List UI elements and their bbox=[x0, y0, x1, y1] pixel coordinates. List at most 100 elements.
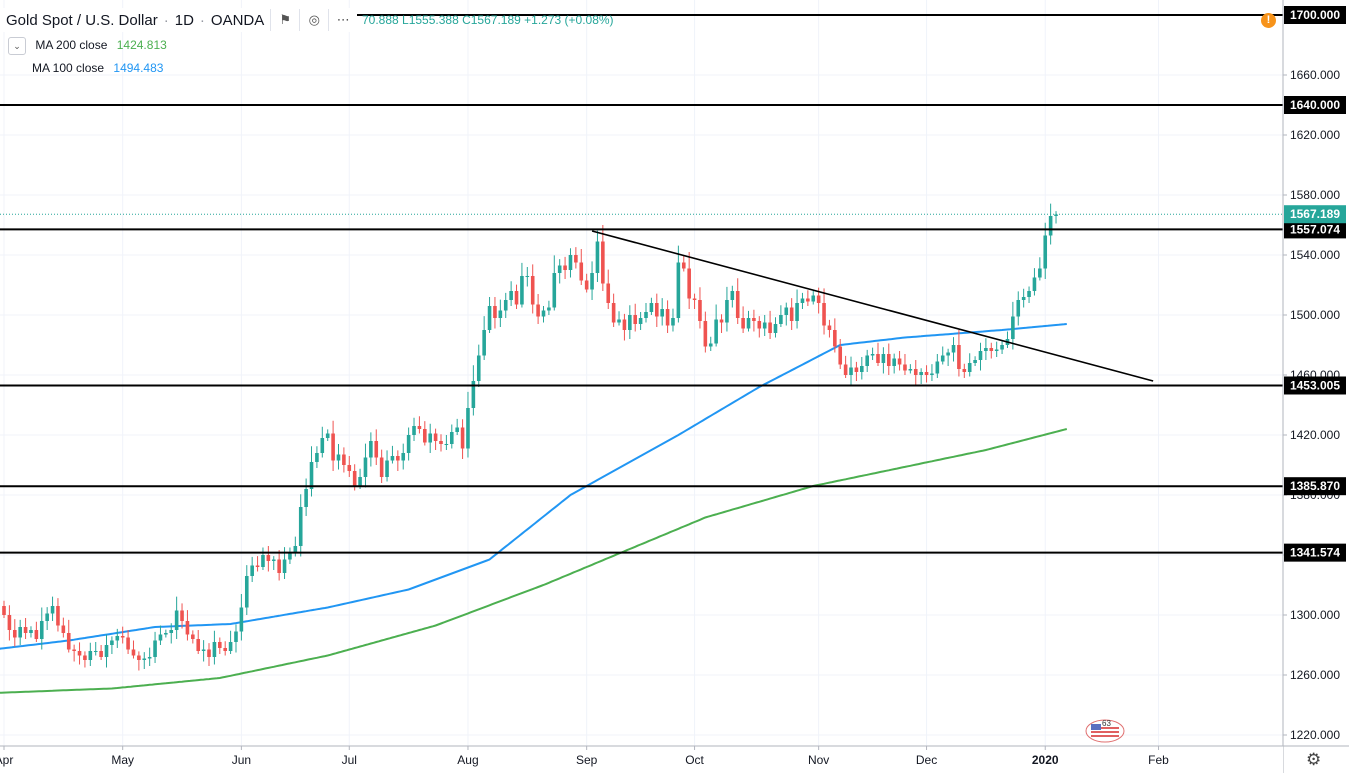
candle-body bbox=[255, 565, 260, 567]
flag-icon[interactable]: ⚑ bbox=[270, 9, 299, 31]
candle-body bbox=[1027, 291, 1031, 297]
last-price-tag-bg bbox=[1284, 205, 1346, 224]
candle-body bbox=[266, 555, 271, 561]
candle-body bbox=[681, 262, 686, 269]
candle bbox=[201, 640, 206, 662]
time-tick-label: Nov bbox=[808, 753, 829, 767]
symbol-header[interactable]: Gold Spot / U.S. Dollar · 1D · OANDA ⚑ ◎… bbox=[0, 8, 358, 32]
candle-body bbox=[989, 348, 994, 351]
candle bbox=[913, 360, 918, 386]
time-tick-label: May bbox=[111, 753, 134, 767]
candle bbox=[654, 293, 659, 327]
more-icon[interactable]: ⋯ bbox=[328, 9, 357, 31]
price-axis[interactable]: 1220.0001260.0001300.0001340.0001380.000… bbox=[1282, 0, 1349, 773]
candle-body bbox=[83, 655, 87, 660]
candle bbox=[725, 286, 729, 332]
candle-body bbox=[876, 354, 880, 363]
interval-label[interactable]: 1D bbox=[174, 11, 194, 29]
candle bbox=[471, 365, 476, 416]
time-tick-label: Jul bbox=[342, 753, 357, 767]
eye-icon[interactable]: ◎ bbox=[299, 9, 328, 31]
candle bbox=[919, 368, 923, 384]
candle bbox=[1021, 288, 1026, 308]
candle bbox=[325, 429, 330, 441]
time-tick-label: Aug bbox=[457, 753, 478, 767]
candle-body bbox=[110, 640, 114, 645]
candle bbox=[714, 304, 718, 347]
candle bbox=[595, 230, 600, 282]
candle-body bbox=[385, 460, 389, 477]
collapse-chevron-icon[interactable]: ⌄ bbox=[8, 37, 26, 55]
exchange-label: OANDA bbox=[210, 11, 265, 29]
candle bbox=[590, 261, 594, 300]
candle bbox=[379, 449, 384, 483]
ma100-legend[interactable]: MA 100 close 1494.483 bbox=[32, 61, 163, 75]
candle-body bbox=[762, 322, 767, 329]
candle bbox=[849, 356, 853, 386]
candle-body bbox=[50, 606, 55, 614]
candle bbox=[423, 421, 427, 446]
candle bbox=[860, 357, 864, 380]
candle-body bbox=[66, 633, 71, 650]
watermark-text: 63 bbox=[1102, 719, 1111, 728]
gear-icon[interactable]: ⚙ bbox=[1306, 750, 1322, 769]
candle bbox=[126, 630, 130, 654]
candle bbox=[498, 299, 503, 327]
candle bbox=[541, 306, 546, 323]
candle-body bbox=[886, 354, 891, 366]
candle-body bbox=[827, 325, 832, 330]
candle-body bbox=[860, 366, 864, 372]
time-tick-label: 2020 bbox=[1032, 753, 1059, 767]
candle bbox=[622, 313, 627, 341]
candle-body bbox=[1038, 268, 1042, 278]
candle-body bbox=[460, 427, 465, 449]
candle-body bbox=[153, 640, 157, 657]
candle bbox=[962, 363, 967, 378]
candle-body bbox=[984, 348, 988, 351]
candle-body bbox=[606, 283, 611, 303]
candle bbox=[12, 619, 17, 647]
candle bbox=[908, 364, 913, 374]
level-price-tag-label: 1557.074 bbox=[1290, 222, 1340, 236]
candle-body bbox=[692, 298, 697, 300]
candle bbox=[935, 354, 940, 378]
candle bbox=[838, 339, 843, 369]
level-price-tag-bg bbox=[1284, 477, 1346, 496]
candle bbox=[557, 259, 562, 284]
candle-body bbox=[520, 276, 524, 305]
candle-body bbox=[126, 637, 130, 650]
candle-body bbox=[574, 255, 578, 263]
candle bbox=[795, 289, 799, 329]
candle-body bbox=[768, 322, 772, 333]
candle-body bbox=[23, 627, 28, 633]
candle bbox=[692, 293, 697, 309]
candle-body bbox=[223, 648, 227, 651]
candle-body bbox=[487, 306, 492, 330]
candle-body bbox=[455, 427, 459, 432]
ma200-legend[interactable]: ⌄ MA 200 close 1424.813 bbox=[8, 37, 167, 55]
candle bbox=[676, 245, 681, 323]
candle bbox=[779, 305, 783, 327]
candle bbox=[601, 225, 605, 291]
symbol-name[interactable]: Gold Spot / U.S. Dollar bbox=[6, 11, 158, 29]
alert-icon[interactable]: ! bbox=[1261, 13, 1276, 28]
time-tick-label: Dec bbox=[916, 753, 937, 767]
candle-body bbox=[590, 273, 594, 290]
candle bbox=[881, 347, 886, 374]
candle bbox=[870, 347, 875, 360]
candle-body bbox=[903, 364, 907, 371]
candle bbox=[401, 443, 406, 470]
candle-body bbox=[967, 363, 972, 372]
time-axis[interactable]: Apr May Jun Jul Aug Sep Oct Nov Dec 2020 Feb bbox=[0, 745, 1349, 773]
time-tick-label: Sep bbox=[576, 753, 598, 767]
ma200-label: MA 200 close bbox=[35, 38, 108, 53]
candle-body bbox=[164, 633, 168, 635]
candle bbox=[606, 269, 611, 309]
candle bbox=[854, 361, 859, 381]
candle bbox=[309, 446, 314, 497]
price-tick-label: 1540.000 bbox=[1290, 248, 1340, 262]
candle bbox=[34, 621, 39, 642]
level-price-tag-bg bbox=[1284, 96, 1346, 114]
ma100-value: 1494.483 bbox=[113, 61, 164, 75]
